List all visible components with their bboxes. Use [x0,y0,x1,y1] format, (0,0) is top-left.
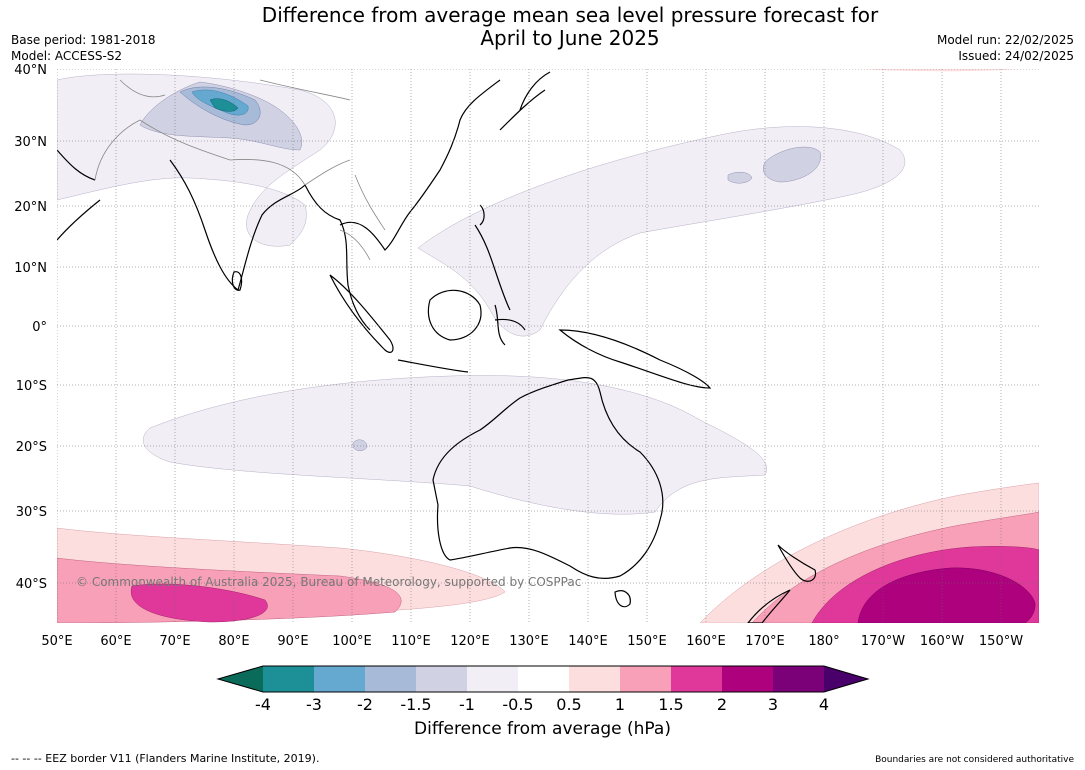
lat-label-10s: 10°S [16,379,47,394]
boundaries-disclaimer: Boundaries are not considered authoritat… [875,755,1074,765]
colorbar-tick: 2 [717,695,727,714]
colorbar-tick: -1 [459,695,475,714]
lon-label-60e: 60°E [100,634,131,649]
lon-label-130e: 130°E [509,634,549,649]
colorbar-tick: 0.5 [556,695,581,714]
lon-label-90e: 90°E [277,634,308,649]
colorbar-tick: -2 [357,695,373,714]
colorbar-tick: 1.5 [658,695,683,714]
lon-label-160w: 160°W [920,634,964,649]
colorbar-bin-2-3 [722,666,773,692]
lon-label-100e: 100°E [332,634,372,649]
lon-label-180: 180° [808,634,839,649]
lon-label-50e: 50°E [41,634,72,649]
lat-label-40s: 40°S [16,577,47,592]
copyright-notice: © Commonwealth of Australia 2025, Bureau… [76,575,581,589]
colorbar-bin-neg1.5-neg1 [416,666,467,692]
colorbar-bin-neg4-neg3 [263,666,314,692]
longitude-labels: 50°E 60°E 70°E 80°E 90°E 100°E 110°E 120… [41,634,1023,649]
lon-label-170w: 170°W [861,634,905,649]
lon-label-160e: 160°E [686,634,726,649]
colorbar-bin-neg2-neg1.5 [365,666,416,692]
lat-label-30n: 30°N [14,135,47,150]
latitude-labels: 40°N 30°N 20°N 10°N 0° 10°S 20°S 30°S 40… [14,63,47,592]
colorbar-tick: -3 [306,695,322,714]
lon-label-80e: 80°E [218,634,249,649]
colorbar-bin-3-4 [773,666,824,692]
colorbar-label: Difference from average (hPa) [0,719,1085,739]
colorbar-tick: -4 [255,695,271,714]
anomaly-neg1-indian-small [353,440,367,451]
colorbar-tick: 3 [768,695,778,714]
lat-label-0: 0° [32,320,47,335]
lon-label-70e: 70°E [159,634,190,649]
colorbar-extend-max [824,666,868,692]
colorbar-ticks: -4 -3 -2 -1.5 -1 -0.5 0.5 1 1.5 2 3 4 [255,695,829,714]
lon-label-140e: 140°E [568,634,608,649]
lat-label-10n: 10°N [14,261,47,276]
lon-label-150e: 150°E [627,634,667,649]
colorbar-extend-min [218,666,263,692]
colorbar-tick: 4 [819,695,829,714]
lat-label-20s: 20°S [16,440,47,455]
colorbar-bin-neg0.5-0.5 [518,666,569,692]
colorbar-bin-1-1.5 [620,666,671,692]
colorbar-tick: -1.5 [400,695,431,714]
eez-border-note: -- -- -- EEZ border V11 (Flanders Marine… [11,752,319,765]
colorbar-bin-0.5-1 [569,666,620,692]
colorbar-bin-neg1-neg0.5 [467,666,518,692]
lat-label-40n: 40°N [14,63,47,78]
lat-label-30s: 30°S [16,505,47,520]
map-area: © Commonwealth of Australia 2025, Bureau… [57,69,1039,623]
lat-label-20n: 20°N [14,200,47,215]
colorbar-bin-neg3-neg2 [314,666,365,692]
lon-label-150w: 150°W [979,634,1023,649]
lon-label-120e: 120°E [450,634,490,649]
lon-label-110e: 110°E [391,634,431,649]
colorbar-bin-1.5-2 [671,666,722,692]
colorbar-tick: -0.5 [502,695,533,714]
colorbar-tick: 1 [615,695,625,714]
colorbar: -4 -3 -2 -1.5 -1 -0.5 0.5 1 1.5 2 3 4 [218,666,868,714]
lon-label-170e: 170°E [745,634,785,649]
